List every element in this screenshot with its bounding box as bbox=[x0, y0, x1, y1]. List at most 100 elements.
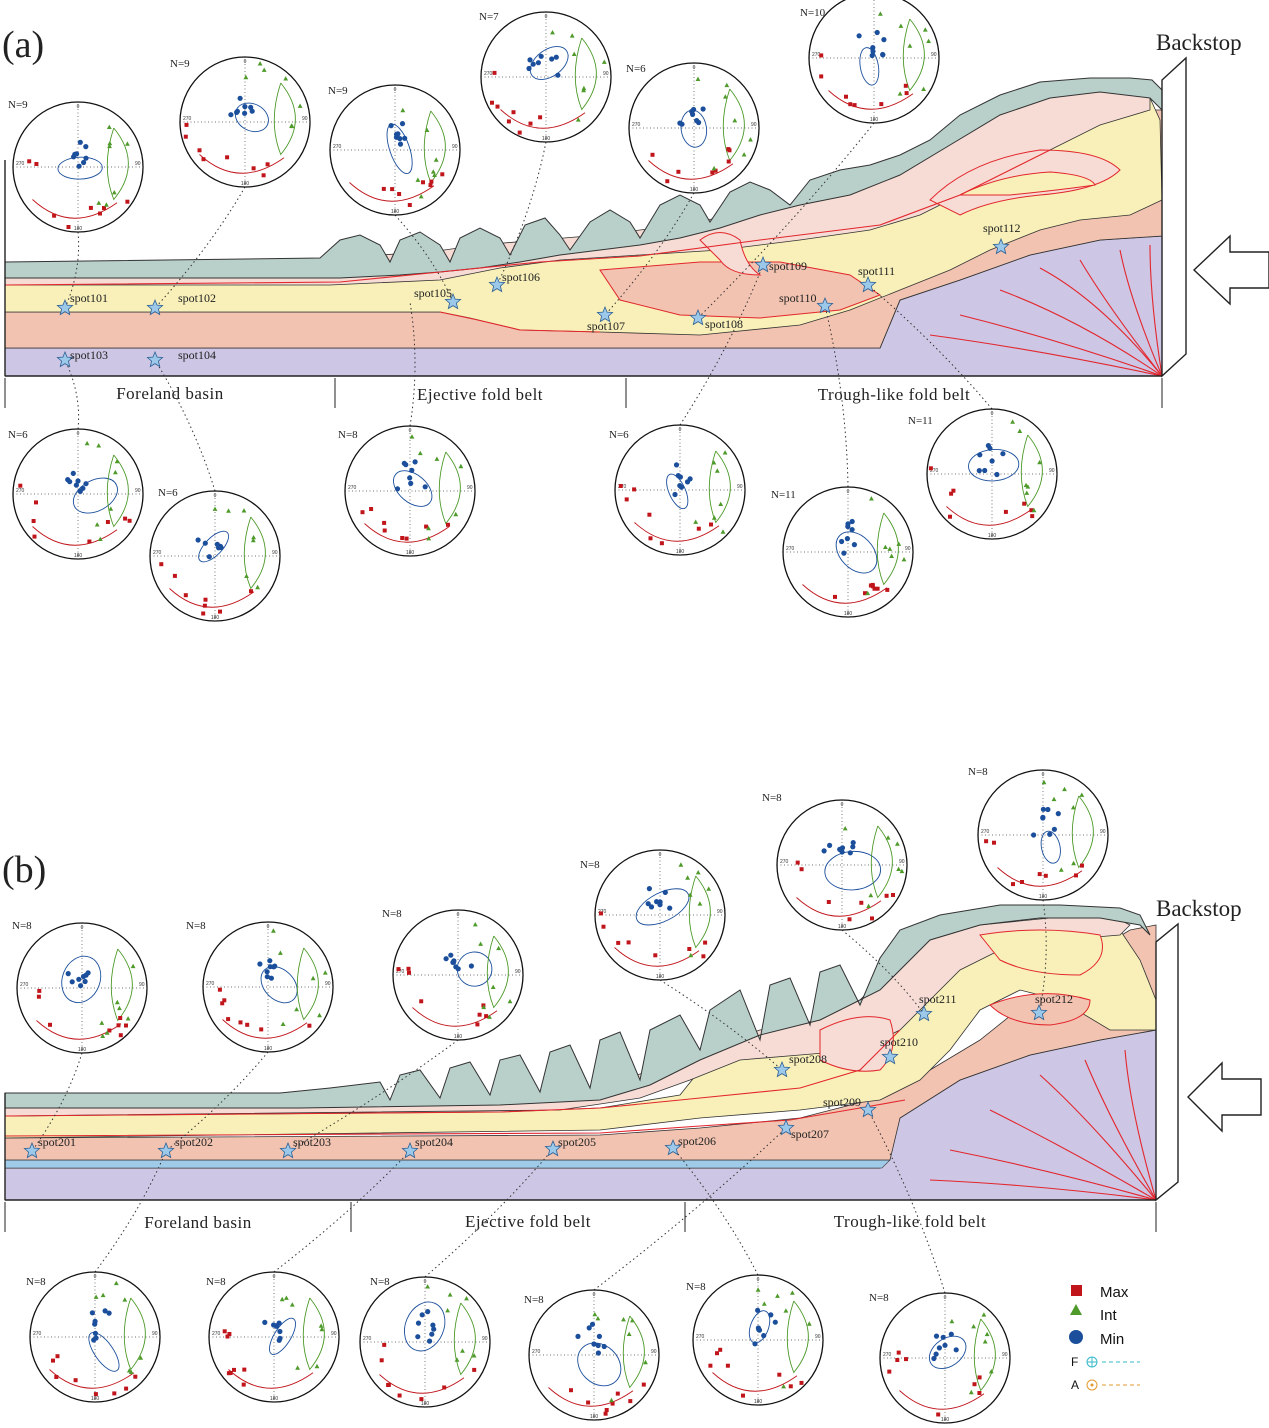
max-axis-point bbox=[833, 594, 837, 599]
min-axis-point bbox=[77, 139, 83, 145]
int-axis-point bbox=[714, 468, 720, 473]
min-confidence-ellipse bbox=[72, 477, 118, 514]
min-axis-point bbox=[83, 481, 89, 487]
int-axis-point bbox=[581, 85, 587, 91]
spot-marker bbox=[689, 308, 707, 326]
min-axis-point bbox=[1055, 811, 1061, 817]
min-axis-point bbox=[195, 537, 201, 543]
stereonet-circle bbox=[528, 1289, 660, 1421]
max-confidence-arc bbox=[169, 588, 255, 608]
stereonet-tick-90: 90 bbox=[751, 122, 757, 128]
min-axis-point bbox=[696, 119, 702, 126]
stereonet-tick-180: 180 bbox=[676, 549, 685, 555]
max-axis-point bbox=[124, 1386, 129, 1391]
int-axis-point bbox=[418, 194, 424, 199]
max-confidence-arc bbox=[36, 1020, 122, 1040]
int-axis-point bbox=[724, 82, 730, 88]
int-axis-point bbox=[1062, 786, 1067, 792]
min-axis-point bbox=[407, 475, 413, 481]
stereonet-tick-90: 90 bbox=[1002, 1352, 1008, 1358]
stereonet-circle bbox=[16, 922, 148, 1054]
min-axis-point bbox=[412, 459, 418, 465]
stereonet-tick-270: 270 bbox=[348, 485, 357, 491]
legend-min-label: Min bbox=[1100, 1331, 1124, 1348]
int-axis-point bbox=[289, 123, 295, 129]
min-axis-point bbox=[451, 958, 457, 964]
min-confidence-ellipse bbox=[198, 530, 230, 563]
int-axis-point bbox=[433, 157, 439, 162]
max-axis-point bbox=[891, 893, 895, 897]
int-axis-point bbox=[487, 1014, 492, 1019]
max-axis-point bbox=[369, 507, 374, 511]
stereonet-tick-0: 0 bbox=[457, 912, 460, 918]
int-axis-point bbox=[294, 1006, 299, 1012]
stereonet: 0 90 180 270 N=11 bbox=[908, 408, 1058, 540]
min-confidence-ellipse bbox=[859, 47, 880, 86]
stereonet-tick-180: 180 bbox=[91, 1396, 100, 1402]
max-axis-point bbox=[217, 987, 222, 992]
max-axis-point bbox=[419, 1397, 424, 1402]
max-axis-point bbox=[903, 83, 908, 88]
stereonet-tick-0: 0 bbox=[267, 924, 270, 930]
max-axis-point bbox=[242, 1367, 247, 1372]
spot-marker bbox=[544, 1139, 562, 1157]
max-axis-point bbox=[382, 1342, 387, 1347]
max-axis-point bbox=[517, 130, 522, 135]
int-confidence-ellipse bbox=[123, 1297, 146, 1371]
leader-line bbox=[94, 1150, 167, 1273]
int-axis-point bbox=[609, 1397, 614, 1403]
max-axis-point bbox=[1011, 882, 1015, 887]
min-axis-point bbox=[73, 482, 79, 488]
max-axis-point bbox=[870, 582, 875, 587]
int-axis-point bbox=[430, 169, 436, 174]
max-axis-point bbox=[251, 166, 256, 171]
min-axis-point bbox=[677, 483, 683, 489]
stereonet-tick-270: 270 bbox=[532, 1349, 541, 1355]
int-axis-point bbox=[114, 458, 120, 464]
max-axis-point bbox=[36, 994, 41, 999]
stereonet-tick-180: 180 bbox=[844, 611, 853, 617]
min-axis-point bbox=[601, 1343, 607, 1350]
max-confidence-arc bbox=[899, 1390, 985, 1410]
max-axis-point bbox=[713, 168, 718, 173]
min-axis-point bbox=[870, 48, 876, 54]
max-axis-point bbox=[687, 947, 692, 951]
min-axis-point bbox=[264, 969, 270, 975]
max-axis-point bbox=[586, 1400, 591, 1405]
min-axis-point bbox=[654, 899, 660, 905]
min-axis-point bbox=[242, 104, 248, 110]
int-axis-point bbox=[111, 190, 117, 195]
min-axis-point bbox=[595, 1342, 601, 1349]
stereonet: 0 90 180 270 N=9 bbox=[328, 84, 461, 216]
max-axis-point bbox=[599, 911, 603, 916]
max-confidence-arc bbox=[199, 154, 285, 174]
max-axis-point bbox=[477, 1012, 482, 1017]
stereonet-tick-90: 90 bbox=[272, 550, 278, 556]
min-axis-point bbox=[1040, 806, 1046, 812]
max-axis-point bbox=[428, 183, 433, 188]
stereonet-count-label: N=8 bbox=[686, 1281, 706, 1293]
max-axis-point bbox=[118, 1033, 123, 1038]
stereonet: 0 90 180 270 N=9 bbox=[170, 56, 311, 188]
max-axis-point bbox=[819, 74, 824, 79]
stereonet-tick-180: 180 bbox=[78, 1047, 87, 1053]
int-axis-point bbox=[741, 152, 747, 157]
int-axis-point bbox=[453, 511, 459, 517]
spot-marker bbox=[664, 1138, 682, 1156]
min-axis-point bbox=[397, 141, 404, 147]
min-axis-point bbox=[93, 1335, 99, 1341]
min-axis-point bbox=[880, 51, 886, 58]
int-axis-point bbox=[317, 1012, 322, 1018]
spot-marker bbox=[596, 305, 614, 323]
max-axis-point bbox=[27, 159, 32, 164]
max-axis-point bbox=[259, 1027, 264, 1032]
max-axis-point bbox=[34, 500, 38, 505]
stereonet-tick-0: 0 bbox=[77, 104, 80, 110]
min-axis-point bbox=[75, 478, 81, 484]
int-axis-point bbox=[261, 67, 267, 72]
stereonet-tick-180: 180 bbox=[264, 1046, 273, 1052]
int-axis-point bbox=[982, 1339, 988, 1344]
int-axis-point bbox=[113, 1280, 119, 1286]
